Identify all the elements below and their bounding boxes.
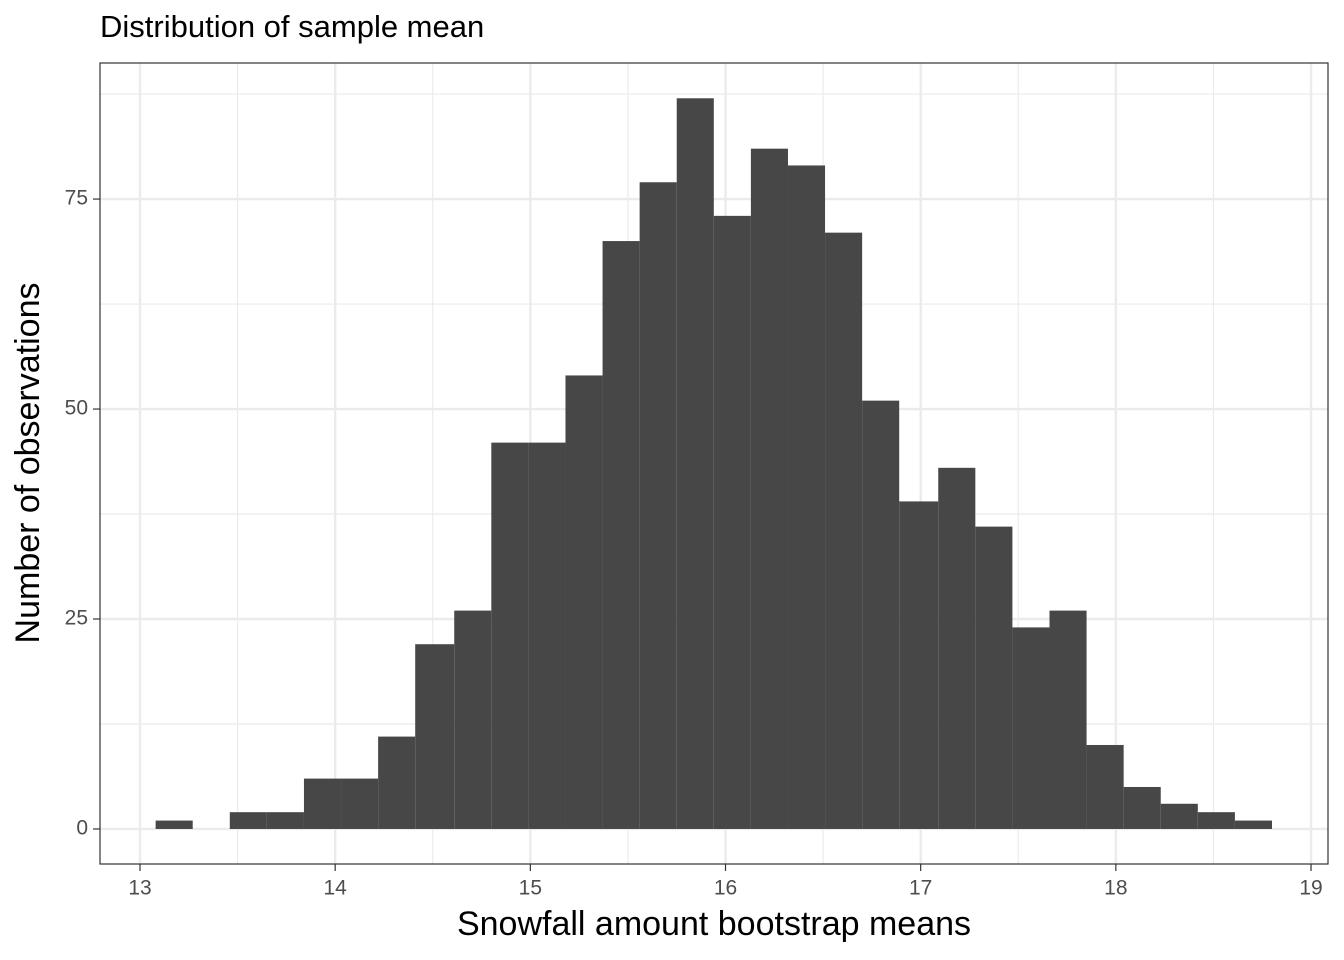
bar [975, 526, 1013, 829]
y-tick-label: 0 [76, 817, 88, 840]
bar [938, 467, 976, 829]
bar [155, 820, 193, 829]
bar [565, 375, 603, 829]
bar [1160, 803, 1198, 829]
bar [602, 241, 640, 829]
x-tick-label: 19 [1299, 877, 1322, 900]
y-tick-label: 50 [65, 397, 88, 420]
bar [415, 644, 455, 829]
bar [1197, 812, 1235, 829]
panel-border [99, 62, 1329, 865]
x-tick-label: 13 [128, 877, 151, 900]
bar [341, 778, 379, 829]
x-tick-label: 14 [323, 877, 347, 900]
bar [378, 736, 416, 829]
x-tick-label: 17 [909, 877, 932, 900]
y-tick-label: 25 [65, 607, 88, 630]
bar [825, 232, 863, 829]
bar [1123, 786, 1161, 829]
bar [1086, 744, 1124, 829]
bar [303, 778, 342, 829]
x-tick-label: 16 [714, 877, 737, 900]
y-tick-label: 75 [65, 187, 88, 210]
bar [899, 501, 939, 829]
bar [491, 442, 529, 829]
bar [862, 400, 900, 829]
bar [528, 442, 566, 829]
bar [750, 148, 788, 829]
y-axis-title: Number of observations [9, 283, 47, 644]
x-axis-title: Snowfall amount bootstrap means [457, 905, 971, 943]
bar [676, 98, 714, 829]
bar [787, 165, 826, 829]
bar [454, 610, 492, 829]
bar [639, 182, 677, 829]
bar [266, 812, 304, 829]
bar [713, 215, 751, 829]
bar [229, 812, 267, 829]
chart-title: Distribution of sample mean [100, 9, 484, 44]
x-tick-label: 18 [1104, 877, 1127, 900]
x-tick-label: 15 [519, 877, 542, 900]
bar [1049, 610, 1087, 829]
bar [1234, 820, 1272, 829]
bar [1012, 627, 1050, 829]
